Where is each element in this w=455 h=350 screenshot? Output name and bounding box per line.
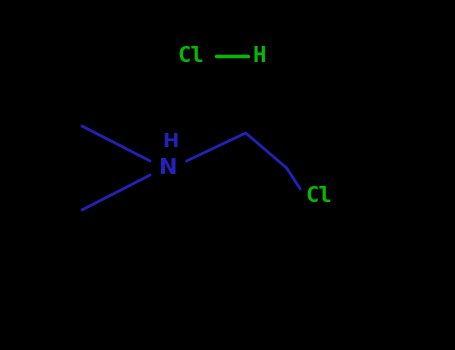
Text: H: H (162, 132, 179, 151)
Text: N: N (159, 158, 177, 178)
Text: Cl: Cl (178, 46, 204, 66)
Text: H: H (253, 46, 266, 66)
Text: Cl: Cl (305, 186, 332, 206)
